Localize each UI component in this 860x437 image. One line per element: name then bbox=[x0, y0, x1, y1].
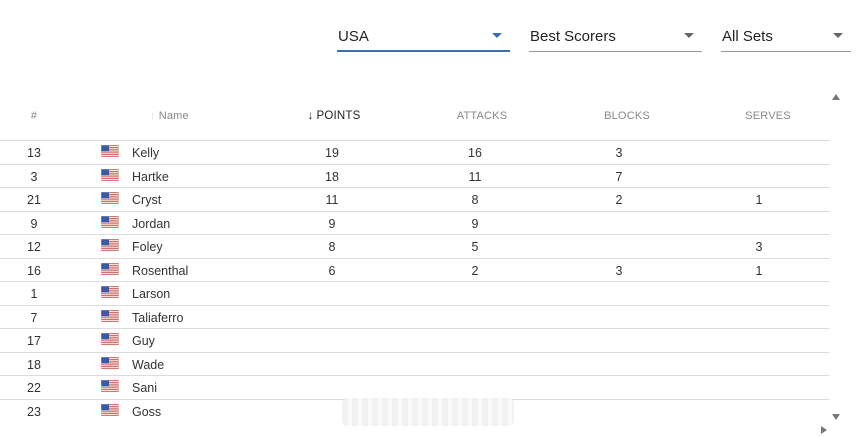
player-name[interactable]: Cryst bbox=[132, 193, 162, 207]
player-number: 17 bbox=[27, 334, 41, 348]
arrow-down-icon: ↓ bbox=[307, 110, 314, 122]
player-number: 9 bbox=[30, 216, 38, 231]
player-name[interactable]: Jordan bbox=[132, 216, 171, 231]
player-number: 21 bbox=[27, 193, 41, 207]
scroll-down-icon[interactable] bbox=[832, 414, 840, 420]
player-number: 1 bbox=[30, 287, 38, 301]
table-row[interactable]: 22 Sani bbox=[0, 376, 829, 400]
arrow-up-icon: ↑ bbox=[150, 110, 156, 122]
player-points: 18 bbox=[325, 169, 339, 184]
table-row[interactable]: 1 Larson bbox=[0, 282, 829, 306]
player-blocks: 3 bbox=[615, 146, 623, 160]
usa-flag-icon bbox=[101, 168, 119, 181]
player-name[interactable]: Sani bbox=[132, 381, 158, 395]
usa-flag-icon bbox=[101, 356, 119, 369]
stats-table: # ↑ Name ↓ POINTS ATTACKS BLOCKS SERVES 13… bbox=[0, 95, 829, 422]
usa-flag-icon bbox=[101, 333, 119, 345]
table-row[interactable]: 16 Rosenthal 6 2 3 1 bbox=[0, 259, 829, 282]
player-name[interactable]: Goss bbox=[132, 404, 162, 419]
player-name[interactable]: Foley bbox=[132, 240, 163, 254]
player-attacks: 5 bbox=[471, 240, 479, 254]
scroll-up-icon[interactable] bbox=[832, 94, 840, 100]
usa-flag-icon bbox=[101, 192, 119, 204]
table-row[interactable]: 17 Guy bbox=[0, 329, 829, 353]
header-points[interactable]: ↓ POINTS bbox=[306, 110, 362, 122]
player-points: 9 bbox=[328, 216, 336, 231]
table-row[interactable]: 12 Foley 8 5 3 bbox=[0, 235, 829, 259]
player-blocks: 2 bbox=[615, 193, 623, 207]
filters-bar: USA Best Scorers All Sets bbox=[0, 22, 860, 52]
header-attacks[interactable]: ATTACKS bbox=[456, 110, 508, 122]
player-name[interactable]: Guy bbox=[132, 334, 155, 348]
player-blocks: 7 bbox=[615, 169, 623, 184]
player-name[interactable]: Wade bbox=[132, 357, 165, 372]
player-number: 23 bbox=[27, 404, 41, 419]
header-blocks[interactable]: BLOCKS bbox=[604, 110, 650, 122]
horizontal-scrollbar[interactable] bbox=[0, 422, 829, 437]
chevron-down-icon bbox=[833, 33, 843, 38]
chevron-down-icon bbox=[684, 33, 694, 38]
player-name[interactable]: Taliaferro bbox=[132, 310, 184, 325]
mode-select[interactable]: Best Scorers bbox=[529, 22, 702, 52]
usa-flag-icon bbox=[101, 262, 119, 275]
player-name[interactable]: Kelly bbox=[132, 146, 160, 160]
sets-select-value: All Sets bbox=[722, 28, 773, 45]
vertical-scrollbar[interactable] bbox=[829, 92, 844, 422]
player-points: 19 bbox=[325, 146, 339, 160]
player-points: 11 bbox=[325, 193, 339, 207]
player-number: 18 bbox=[27, 357, 41, 372]
player-blocks: 3 bbox=[615, 263, 623, 278]
table-row[interactable]: 9 Jordan 9 9 bbox=[0, 212, 829, 235]
player-number: 12 bbox=[27, 240, 41, 254]
player-number: 22 bbox=[27, 381, 41, 395]
table-row[interactable]: 21 Cryst 11 8 2 1 bbox=[0, 188, 829, 212]
player-attacks: 16 bbox=[468, 146, 482, 160]
usa-flag-icon bbox=[101, 309, 119, 322]
table-row[interactable]: 23 Goss bbox=[0, 400, 829, 423]
team-select[interactable]: USA bbox=[337, 22, 510, 52]
loading-overlay bbox=[342, 398, 514, 426]
player-serves: 1 bbox=[755, 263, 763, 278]
player-number: 7 bbox=[30, 310, 38, 325]
header-serves[interactable]: SERVES bbox=[745, 110, 791, 122]
header-name[interactable]: ↑ Name bbox=[150, 110, 189, 122]
table-row[interactable]: 7 Taliaferro bbox=[0, 306, 829, 329]
player-number: 16 bbox=[27, 263, 41, 278]
player-number: 13 bbox=[27, 146, 41, 160]
player-points: 8 bbox=[328, 240, 336, 254]
player-serves: 3 bbox=[755, 240, 763, 254]
player-attacks: 8 bbox=[471, 193, 479, 207]
player-attacks: 2 bbox=[471, 263, 479, 278]
table-row[interactable]: 3 Hartke 18 11 7 bbox=[0, 165, 829, 188]
player-name[interactable]: Hartke bbox=[132, 169, 169, 184]
team-select-value: USA bbox=[338, 28, 369, 45]
player-serves: 1 bbox=[755, 193, 763, 207]
sets-select[interactable]: All Sets bbox=[721, 22, 851, 52]
header-name-label: Name bbox=[158, 110, 189, 122]
player-name[interactable]: Larson bbox=[132, 287, 171, 301]
player-points: 6 bbox=[328, 263, 336, 278]
usa-flag-icon bbox=[101, 145, 119, 157]
table-row[interactable]: 13 Kelly 19 16 3 bbox=[0, 141, 829, 165]
table-header-row: # ↑ Name ↓ POINTS ATTACKS BLOCKS SERVES bbox=[0, 95, 829, 141]
usa-flag-icon bbox=[101, 286, 119, 298]
mode-select-value: Best Scorers bbox=[530, 28, 616, 45]
player-attacks: 11 bbox=[468, 169, 482, 184]
table-row[interactable]: 18 Wade bbox=[0, 353, 829, 376]
usa-flag-icon bbox=[101, 380, 119, 392]
usa-flag-icon bbox=[101, 239, 119, 251]
chevron-down-icon bbox=[492, 33, 502, 38]
scroll-right-icon[interactable] bbox=[821, 426, 827, 434]
player-number: 3 bbox=[30, 169, 38, 184]
header-number[interactable]: # bbox=[30, 110, 38, 122]
usa-flag-icon bbox=[101, 403, 119, 416]
player-attacks: 9 bbox=[471, 216, 479, 231]
player-name[interactable]: Rosenthal bbox=[132, 263, 189, 278]
usa-flag-icon bbox=[101, 215, 119, 228]
header-points-label: POINTS bbox=[316, 110, 361, 122]
